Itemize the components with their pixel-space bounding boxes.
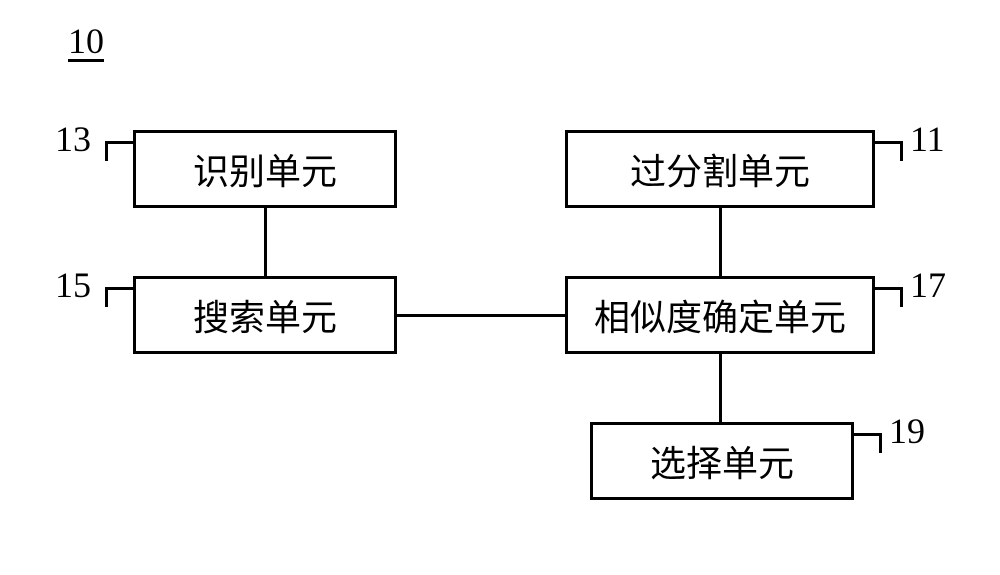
- node-n15: 搜索单元: [133, 276, 397, 354]
- node-label: 识别单元: [193, 143, 337, 195]
- edge-n17-n19: [719, 354, 722, 422]
- ref-label-19: 19: [889, 410, 925, 452]
- edge-n15-n17: [397, 314, 565, 317]
- callout-hook: [854, 433, 882, 436]
- callout-hook: [875, 141, 903, 144]
- callout-drop: [900, 141, 903, 161]
- callout-drop: [105, 141, 108, 161]
- edge-n11-n17: [719, 208, 722, 276]
- node-label: 选择单元: [650, 435, 794, 487]
- callout-hook: [105, 287, 133, 290]
- ref-label-15: 15: [55, 264, 91, 306]
- node-n19: 选择单元: [590, 422, 854, 500]
- diagram-title: 10: [68, 20, 104, 62]
- node-n13: 识别单元: [133, 130, 397, 208]
- callout-hook: [875, 287, 903, 290]
- node-label: 相似度确定单元: [594, 289, 846, 341]
- node-label: 过分割单元: [630, 143, 810, 195]
- node-n17: 相似度确定单元: [565, 276, 875, 354]
- ref-label-11: 11: [910, 118, 945, 160]
- ref-label-13: 13: [55, 118, 91, 160]
- callout-drop: [879, 433, 882, 453]
- ref-label-17: 17: [910, 264, 946, 306]
- node-n11: 过分割单元: [565, 130, 875, 208]
- callout-drop: [900, 287, 903, 307]
- diagram-canvas: 10 识别单元 13 过分割单元 11 搜索单元 15 相似度确定单元 17 选…: [0, 0, 1000, 575]
- callout-hook: [105, 141, 133, 144]
- edge-n13-n15: [264, 208, 267, 276]
- callout-drop: [105, 287, 108, 307]
- node-label: 搜索单元: [193, 289, 337, 341]
